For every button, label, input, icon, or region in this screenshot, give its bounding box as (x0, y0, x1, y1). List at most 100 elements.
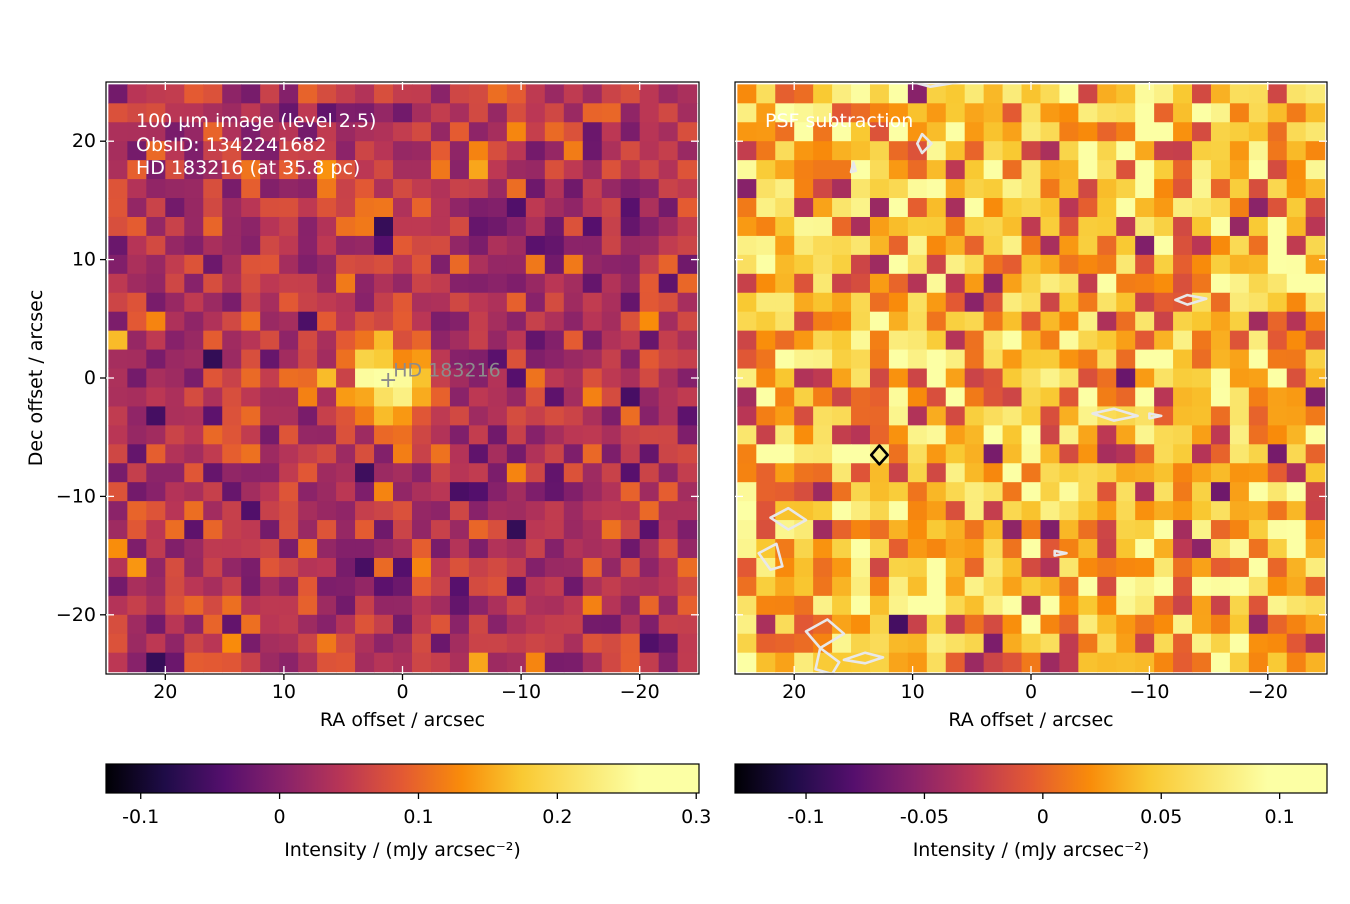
heatmap-pixel (945, 557, 966, 578)
heatmap-pixel (1078, 595, 1098, 616)
heatmap-pixel (1154, 482, 1174, 502)
heatmap-pixel (393, 482, 413, 502)
heatmap-pixel (355, 254, 375, 275)
heatmap-pixel (813, 520, 833, 540)
heatmap-pixel (1267, 444, 1288, 464)
heatmap-pixel (1305, 444, 1326, 464)
heatmap-pixel (851, 425, 871, 445)
heatmap-pixel (1078, 235, 1098, 256)
heatmap-pixel (506, 387, 527, 408)
heatmap-pixel (165, 501, 185, 521)
heatmap-pixel (926, 520, 947, 540)
heatmap-pixel (241, 387, 261, 408)
heatmap-pixel (1267, 349, 1288, 370)
heatmap-pixel (1248, 501, 1269, 521)
heatmap-pixel (1305, 311, 1326, 332)
heatmap-pixel (411, 539, 432, 559)
heatmap-pixel (411, 576, 432, 597)
heatmap-pixel (1173, 349, 1193, 370)
heatmap-pixel (563, 614, 584, 635)
heatmap-pixel (298, 311, 318, 332)
heatmap-pixel (582, 216, 603, 237)
heatmap-pixel (926, 122, 947, 142)
heatmap-pixel (1248, 198, 1269, 218)
heatmap-pixel (1267, 387, 1288, 408)
heatmap-pixel (1059, 311, 1079, 332)
heatmap-pixel (639, 254, 660, 275)
contour-line (869, 444, 890, 466)
heatmap-pixel (1229, 160, 1250, 180)
heatmap-pixel (279, 501, 299, 521)
heatmap-pixel (1229, 216, 1250, 237)
heatmap-pixel (813, 179, 833, 199)
heatmap-pixel (241, 501, 261, 521)
heatmap-pixel (983, 595, 1004, 616)
heatmap-pixel (260, 387, 280, 408)
heatmap-pixel (374, 633, 394, 654)
heatmap-pixel (203, 216, 223, 237)
heatmap-pixel (945, 463, 966, 483)
heatmap-pixel (983, 387, 1004, 408)
heatmap-pixel (1173, 368, 1193, 389)
heatmap-pixel (430, 614, 451, 635)
heatmap-pixel (926, 633, 947, 654)
heatmap-pixel (336, 160, 356, 180)
heatmap-pixel (1002, 122, 1023, 142)
heatmap-pixel (1267, 179, 1288, 199)
heatmap-pixel (1097, 84, 1117, 104)
heatmap-pixel (127, 84, 147, 104)
heatmap-pixel (298, 539, 318, 559)
heatmap-pixel (794, 520, 814, 540)
heatmap-pixel (468, 614, 489, 635)
heatmap-pixel (1135, 406, 1155, 426)
heatmap-pixel (1002, 198, 1023, 218)
heatmap-pixel (1002, 235, 1023, 256)
heatmap-pixel (1135, 292, 1155, 313)
heatmap-pixel (374, 349, 394, 370)
heatmap-pixel (241, 614, 261, 635)
heatmap-pixel (945, 254, 966, 275)
heatmap-pixel (851, 330, 871, 351)
heatmap-pixel (1021, 652, 1042, 673)
heatmap-pixel (983, 179, 1004, 199)
heatmap-pixel (241, 330, 261, 351)
heatmap-pixel (832, 273, 852, 294)
x-tick-label: −20 (1248, 681, 1288, 703)
heatmap-pixel (851, 311, 871, 332)
heatmap-pixel (983, 273, 1004, 294)
heatmap-pixel (241, 179, 261, 199)
heatmap-pixel (601, 557, 622, 578)
heatmap-pixel (756, 463, 776, 483)
heatmap-pixel (832, 444, 852, 464)
heatmap-pixel (393, 501, 413, 521)
heatmap-pixel (737, 501, 757, 521)
heatmap-pixel (1267, 520, 1288, 540)
heatmap-pixel (1305, 330, 1326, 351)
heatmap-pixel (1154, 614, 1174, 635)
heatmap-pixel (737, 539, 757, 559)
heatmap-pixel (813, 122, 833, 142)
colorbar-tick-label: -0.1 (122, 806, 159, 828)
heatmap-pixel (1097, 122, 1117, 142)
heatmap-pixel (411, 179, 432, 199)
heatmap-pixel (203, 463, 223, 483)
heatmap-pixel (544, 406, 565, 426)
heatmap-pixel (1059, 595, 1079, 616)
heatmap-pixel (108, 633, 128, 654)
heatmap-pixel (907, 406, 928, 426)
heatmap-pixel (203, 273, 223, 294)
heatmap-pixel (677, 406, 698, 426)
heatmap-pixel (832, 463, 852, 483)
heatmap-pixel (737, 633, 757, 654)
heatmap-pixel (888, 103, 909, 123)
heatmap-pixel (374, 520, 394, 540)
heatmap-pixel (869, 273, 890, 294)
contour-line (849, 161, 858, 174)
heatmap-pixel (222, 387, 242, 408)
heatmap-pixel (1116, 179, 1136, 199)
heatmap-pixel (1229, 141, 1250, 161)
heatmap-pixel (1021, 179, 1042, 199)
heatmap-pixel (1286, 311, 1307, 332)
heatmap-pixel (449, 122, 470, 142)
heatmap-pixel (1021, 198, 1042, 218)
